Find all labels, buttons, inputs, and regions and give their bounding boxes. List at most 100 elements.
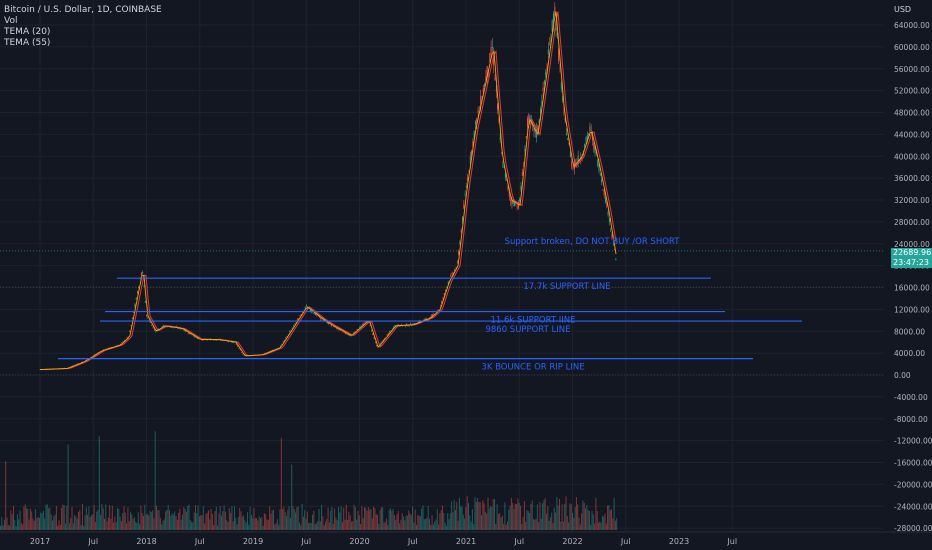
volume-bar	[115, 521, 117, 530]
candle-body	[291, 327, 293, 329]
volume-bar	[158, 510, 160, 530]
price-tick-label: 8000.00	[894, 327, 925, 336]
volume-bar	[188, 504, 190, 530]
volume-bar	[607, 505, 609, 530]
candle-body	[541, 101, 543, 107]
candle-body	[439, 305, 441, 307]
volume-bar	[224, 511, 226, 530]
volume-bar	[371, 518, 373, 530]
volume-bar	[581, 513, 583, 530]
volume-bar	[546, 513, 547, 530]
volume-bar	[344, 519, 346, 530]
volume-bar	[179, 508, 181, 530]
volume-bar	[189, 520, 191, 530]
volume-bar	[358, 515, 360, 530]
volume-bar	[111, 505, 113, 530]
volume-bar	[565, 496, 567, 530]
volume-bar	[438, 524, 440, 530]
volume-bar	[556, 496, 558, 530]
volume-bar	[335, 517, 337, 530]
volume-bar	[296, 507, 298, 530]
symbol-label[interactable]: Bitcoin / U.S. Dollar, 1D, COINBASE	[4, 5, 162, 15]
candle-body	[359, 326, 361, 329]
volume-bar	[213, 524, 215, 530]
candle-body	[599, 173, 601, 176]
candle-body	[423, 319, 424, 321]
candle-body	[216, 339, 218, 341]
volume-bar	[364, 507, 365, 530]
candle-body	[384, 338, 385, 339]
volume-bar	[169, 510, 170, 530]
volume-bar	[222, 511, 224, 530]
candle-body	[585, 137, 587, 142]
volume-bar	[483, 503, 485, 530]
candle-body	[610, 228, 612, 229]
candle-body	[555, 27, 557, 31]
candle-body	[446, 286, 448, 288]
candle-body	[287, 334, 289, 336]
vol-label[interactable]: Vol	[4, 16, 18, 26]
volume-bar	[161, 524, 163, 530]
volume-bar	[118, 509, 120, 530]
candle-body	[540, 108, 541, 114]
volume-bar	[10, 510, 12, 530]
candle-body	[586, 134, 588, 140]
volume-bar	[452, 512, 454, 530]
volume-bar	[7, 524, 9, 530]
candle-body	[503, 166, 505, 168]
volume-bar	[339, 512, 341, 530]
volume-bar	[447, 513, 449, 530]
candle-body	[542, 87, 544, 92]
volume-bar	[276, 519, 278, 530]
candle-body	[543, 80, 545, 85]
candle-body	[584, 143, 586, 149]
candle-body	[170, 327, 172, 328]
volume-bar	[461, 506, 463, 530]
tema55-label[interactable]: TEMA (55)	[4, 38, 51, 48]
volume-bar	[27, 508, 29, 530]
volume-bar	[408, 510, 410, 530]
candle-body	[442, 298, 444, 299]
volume-bar	[382, 507, 384, 530]
volume-bar	[193, 512, 195, 530]
candle-body	[608, 218, 610, 222]
candle-body	[191, 334, 193, 336]
volume-bar	[218, 513, 220, 530]
volume-bar	[416, 524, 417, 530]
time-tick-label: 2018	[136, 537, 156, 546]
volume-bar	[130, 511, 131, 530]
tema20-label[interactable]: TEMA (20)	[4, 27, 51, 37]
volume-bar	[295, 512, 297, 530]
volume-bar	[334, 508, 336, 530]
volume-bar	[569, 503, 571, 530]
price-tick-label: 60000.00	[894, 43, 930, 52]
candle-body	[486, 66, 488, 78]
volume-bar	[48, 508, 50, 530]
volume-bar	[318, 509, 320, 530]
candle-body	[352, 332, 354, 334]
volume-bar	[122, 513, 124, 530]
candle-body	[196, 337, 198, 339]
volume-bar	[356, 519, 358, 530]
candle-body	[153, 329, 155, 331]
volume-bar	[352, 521, 354, 530]
price-tick-label: 48000.00	[894, 109, 930, 118]
candle-body	[554, 6, 556, 16]
volume-bar	[286, 516, 287, 530]
volume-bar	[548, 520, 550, 530]
candle-body	[527, 118, 528, 128]
volume-bar	[157, 510, 159, 530]
volume-bar	[49, 507, 51, 530]
candle-body	[333, 326, 335, 328]
volume-bar	[78, 512, 79, 530]
volume-bar	[254, 518, 256, 530]
volume-bar	[603, 516, 605, 530]
volume-bar	[317, 521, 319, 530]
volume-bar	[114, 516, 116, 530]
candle-body	[577, 155, 579, 165]
time-axis[interactable]: 2017 Jul 2018 Jul 2019 Jul 2020 Jul 2021 Jul 2022 J…	[0, 531, 932, 550]
time-tick-label: Jul	[620, 537, 631, 546]
volume-bar	[41, 513, 43, 530]
volume-bar	[71, 506, 73, 530]
